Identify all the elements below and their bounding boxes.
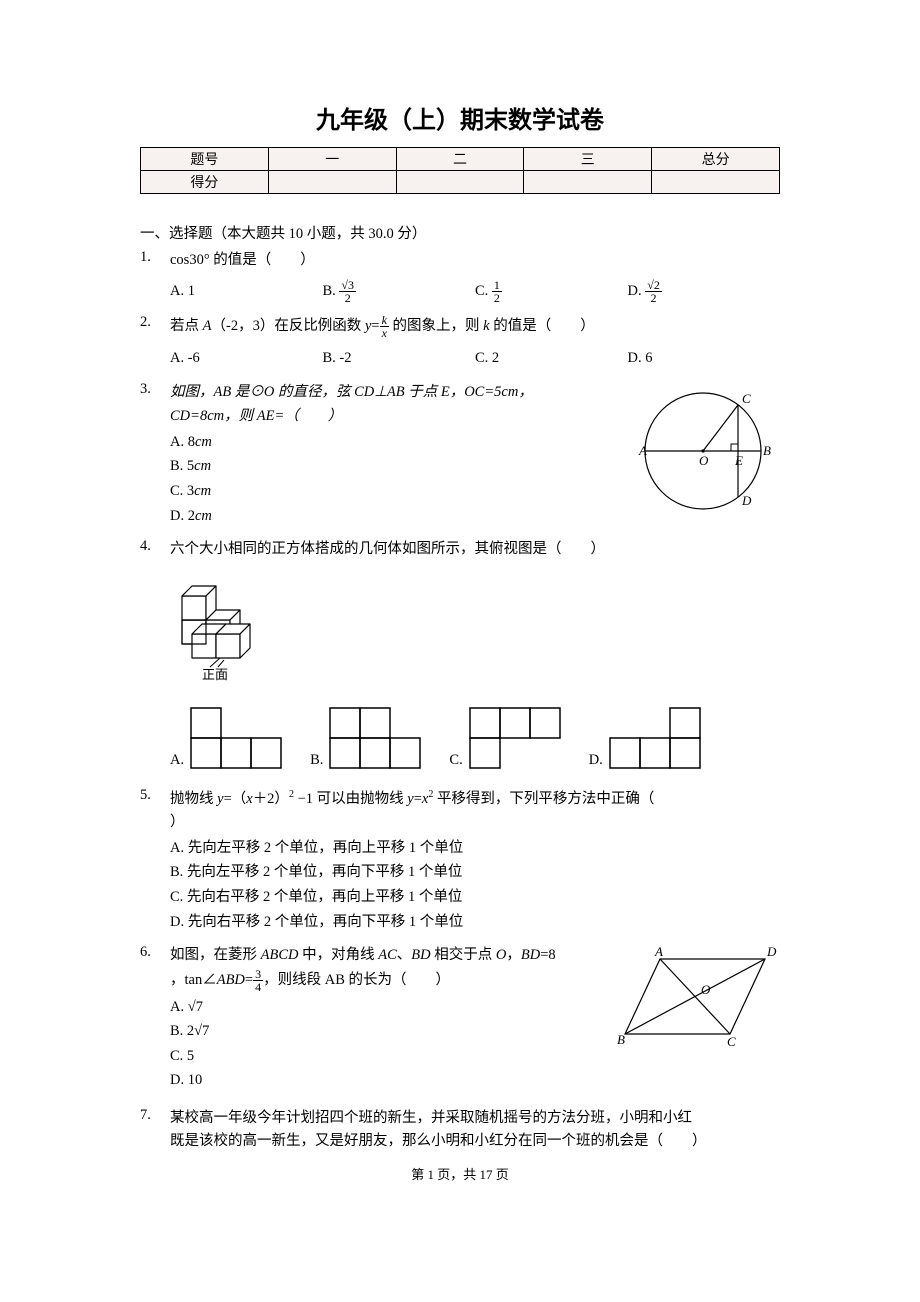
q7-l1: 某校高一年级今年计划招四个班的新生，并采取随机摇号的方法分班，小明和小红 xyxy=(170,1110,692,1126)
svg-text:A: A xyxy=(654,944,663,959)
q4-choice-d: D. xyxy=(589,707,701,769)
score-h2: 一 xyxy=(268,148,396,171)
question-1: 1. cos30° 的值是（ ） A. 1 B. √32 C. 12 D. √2… xyxy=(140,249,780,304)
q4-b-label: B. xyxy=(310,752,323,769)
question-7: 7. 某校高一年级今年计划招四个班的新生，并采取随机摇号的方法分班，小明和小红 … xyxy=(140,1107,780,1153)
q3-choice-b: B. 5cm xyxy=(170,454,620,479)
q2-suf: 的图象上，则 xyxy=(389,318,483,334)
svg-text:D: D xyxy=(766,944,777,959)
q6-num: 6. xyxy=(140,944,170,961)
q1-d-pre: D. xyxy=(628,283,646,299)
q1-d-den: 2 xyxy=(645,292,662,304)
q7-l2: 既是该校的高一新生，又是好朋友，那么小明和小红分在同一个班的机会是（ ） xyxy=(170,1133,707,1149)
q2-choice-a: A. -6 xyxy=(170,345,323,371)
q4-choice-a: A. xyxy=(170,707,282,769)
page-footer: 第 1 页，共 17 页 xyxy=(0,1164,920,1183)
q5-stem: 抛物线 y=（x＋2）2 −1 可以由抛物线 y=x2 平移得到，下列平移方法中… xyxy=(170,787,780,834)
score-h5: 总分 xyxy=(652,148,780,171)
score-r2c4 xyxy=(524,171,652,194)
section-1-heading: 一、选择题（本大题共 10 小题，共 30.0 分） xyxy=(140,222,780,243)
q6-choice-d: D. 10 xyxy=(170,1068,610,1093)
q2-eq: = xyxy=(371,318,379,334)
q2-stem: 若点 A（-2，3）在反比例函数 y=kx 的图象上，则 k 的值是（ ） xyxy=(170,314,780,339)
question-6: 6. 如图，在菱形 ABCD 中，对角线 AC、BD 相交于点 O，BD=8 ，… xyxy=(140,944,780,1093)
q5-choice-c: C. 先向右平移 2 个单位，再向上平移 1 个单位 xyxy=(170,885,780,910)
svg-text:O: O xyxy=(701,982,711,997)
svg-text:B: B xyxy=(617,1032,625,1047)
q6-num-f: 3 xyxy=(253,968,263,981)
q4-num: 4. xyxy=(140,538,170,555)
q6-den-f: 4 xyxy=(253,981,263,993)
q3-choice-a: A. 8cm xyxy=(170,430,620,455)
q2-mid1: （-2，3）在反比例函数 xyxy=(211,318,364,334)
q5-choice-b: B. 先向左平移 2 个单位，再向下平移 1 个单位 xyxy=(170,860,780,885)
score-r2c3 xyxy=(396,171,524,194)
q3-figure: A B C D O E xyxy=(625,381,780,521)
q1-choice-d: D. √22 xyxy=(628,278,781,304)
question-5: 5. 抛物线 y=（x＋2）2 −1 可以由抛物线 y=x2 平移得到，下列平移… xyxy=(140,787,780,935)
q2-choice-c: C. 2 xyxy=(475,345,628,371)
svg-text:正面: 正面 xyxy=(202,667,228,682)
score-h4: 三 xyxy=(524,148,652,171)
q1-stem: cos30° 的值是（ ） xyxy=(170,249,780,272)
score-r2c1: 得分 xyxy=(141,171,269,194)
q4-c-label: C. xyxy=(449,752,462,769)
exam-title: 九年级（上）期末数学试卷 xyxy=(140,100,780,135)
q7-num: 7. xyxy=(140,1107,170,1124)
svg-text:D: D xyxy=(741,493,752,508)
q5-choice-a: A. 先向左平移 2 个单位，再向上平移 1 个单位 xyxy=(170,836,780,861)
q4-choice-c: C. xyxy=(449,707,560,769)
q2-end: 的值是（ ） xyxy=(490,318,595,334)
q7-stem: 某校高一年级今年计划招四个班的新生，并采取随机摇号的方法分班，小明和小红 既是该… xyxy=(170,1107,780,1153)
q3-num: 3. xyxy=(140,381,170,398)
q4-a-label: A. xyxy=(170,752,184,769)
q6-choice-c: C. 5 xyxy=(170,1044,610,1069)
q3-choice-c: C. 3cm xyxy=(170,479,620,504)
score-table: 题号 一 二 三 总分 得分 xyxy=(140,147,780,194)
q2-pre: 若点 xyxy=(170,318,203,334)
q6-choice-a: A. √7 xyxy=(170,995,610,1020)
q5-num: 5. xyxy=(140,787,170,804)
q1-choice-a: A. 1 xyxy=(170,278,323,304)
question-3: 3. 如图，AB 是⊙O 的直径，弦 CD⊥AB 于点 E，OC=5cm， CD… xyxy=(140,381,780,528)
q1-b-pre: B. xyxy=(323,283,340,299)
svg-text:O: O xyxy=(699,453,709,468)
question-2: 2. 若点 A（-2，3）在反比例函数 y=kx 的图象上，则 k 的值是（ ）… xyxy=(140,314,780,371)
q6-figure: A D B C O xyxy=(615,944,780,1054)
q5-choice-d: D. 先向右平移 2 个单位，再向下平移 1 个单位 xyxy=(170,910,780,935)
q4-choice-b: B. xyxy=(310,707,421,769)
score-r2c2 xyxy=(268,171,396,194)
q6-choice-b: B. 2√7 xyxy=(170,1019,610,1044)
q2-choice-b: B. -2 xyxy=(323,345,476,371)
q1-choice-c: C. 12 xyxy=(475,278,628,304)
question-4: 4. 六个大小相同的正方体搭成的几何体如图所示，其俯视图是（ ） xyxy=(140,538,780,768)
q1-choice-b: B. √32 xyxy=(323,278,476,304)
q6-suf: ，则线段 AB 的长为（ ） xyxy=(263,971,450,987)
q1-c-den: 2 xyxy=(492,292,502,304)
q2-num: 2. xyxy=(140,314,170,331)
q4-solid-figure: 正面 xyxy=(170,572,280,682)
q2-choice-d: D. 6 xyxy=(628,345,781,371)
q1-num: 1. xyxy=(140,249,170,266)
svg-text:A: A xyxy=(638,443,647,458)
q1-c-pre: C. xyxy=(475,283,492,299)
q3-choice-d: D. 2cm xyxy=(170,504,620,529)
score-r2c5 xyxy=(652,171,780,194)
svg-text:C: C xyxy=(742,391,751,406)
q4-d-label: D. xyxy=(589,752,603,769)
q1-b-den: 2 xyxy=(339,292,356,304)
svg-text:E: E xyxy=(734,453,743,468)
q2-x: x xyxy=(380,327,389,339)
score-h1: 题号 xyxy=(141,148,269,171)
svg-text:C: C xyxy=(727,1034,736,1049)
svg-text:B: B xyxy=(763,443,771,458)
q4-stem: 六个大小相同的正方体搭成的几何体如图所示，其俯视图是（ ） xyxy=(170,538,780,561)
score-h3: 二 xyxy=(396,148,524,171)
